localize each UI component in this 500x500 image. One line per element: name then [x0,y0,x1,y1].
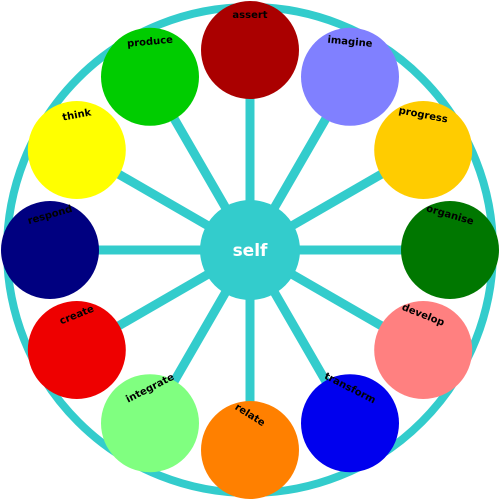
node-circle-respond [1,201,99,299]
node-imagine: imagine [301,27,399,126]
node-circle-integrate [101,374,199,473]
node-circle-produce [101,27,199,126]
node-circle-develop [374,301,473,399]
node-circle-transform [301,374,399,473]
center-label: self [233,241,268,261]
node-circle-relate [201,401,299,499]
node-create: create [27,301,126,399]
node-produce: produce [101,27,199,126]
node-organise: organise [401,201,499,299]
node-label-think: think [62,107,93,123]
node-integrate: integrate [101,372,199,473]
node-circle-create [27,301,126,399]
node-circle-assert [201,1,299,99]
center-circle [200,200,300,300]
node-assert: assert [201,1,299,99]
node-relate: relate [201,401,299,499]
node-think: think [27,101,126,199]
node-label-assert: assert [232,10,267,21]
node-circle-progress [374,101,473,199]
node-circle-imagine [301,27,399,126]
node-label-produce: produce [127,35,174,50]
node-circle-think [27,101,126,199]
node-circle-organise [401,201,499,299]
node-develop: develop [374,301,473,399]
node-respond: respond [1,201,99,299]
node-label-imagine: imagine [327,35,373,50]
center-node: self [200,200,300,300]
node-progress: progress [374,101,473,199]
node-transform: transform [301,371,399,473]
